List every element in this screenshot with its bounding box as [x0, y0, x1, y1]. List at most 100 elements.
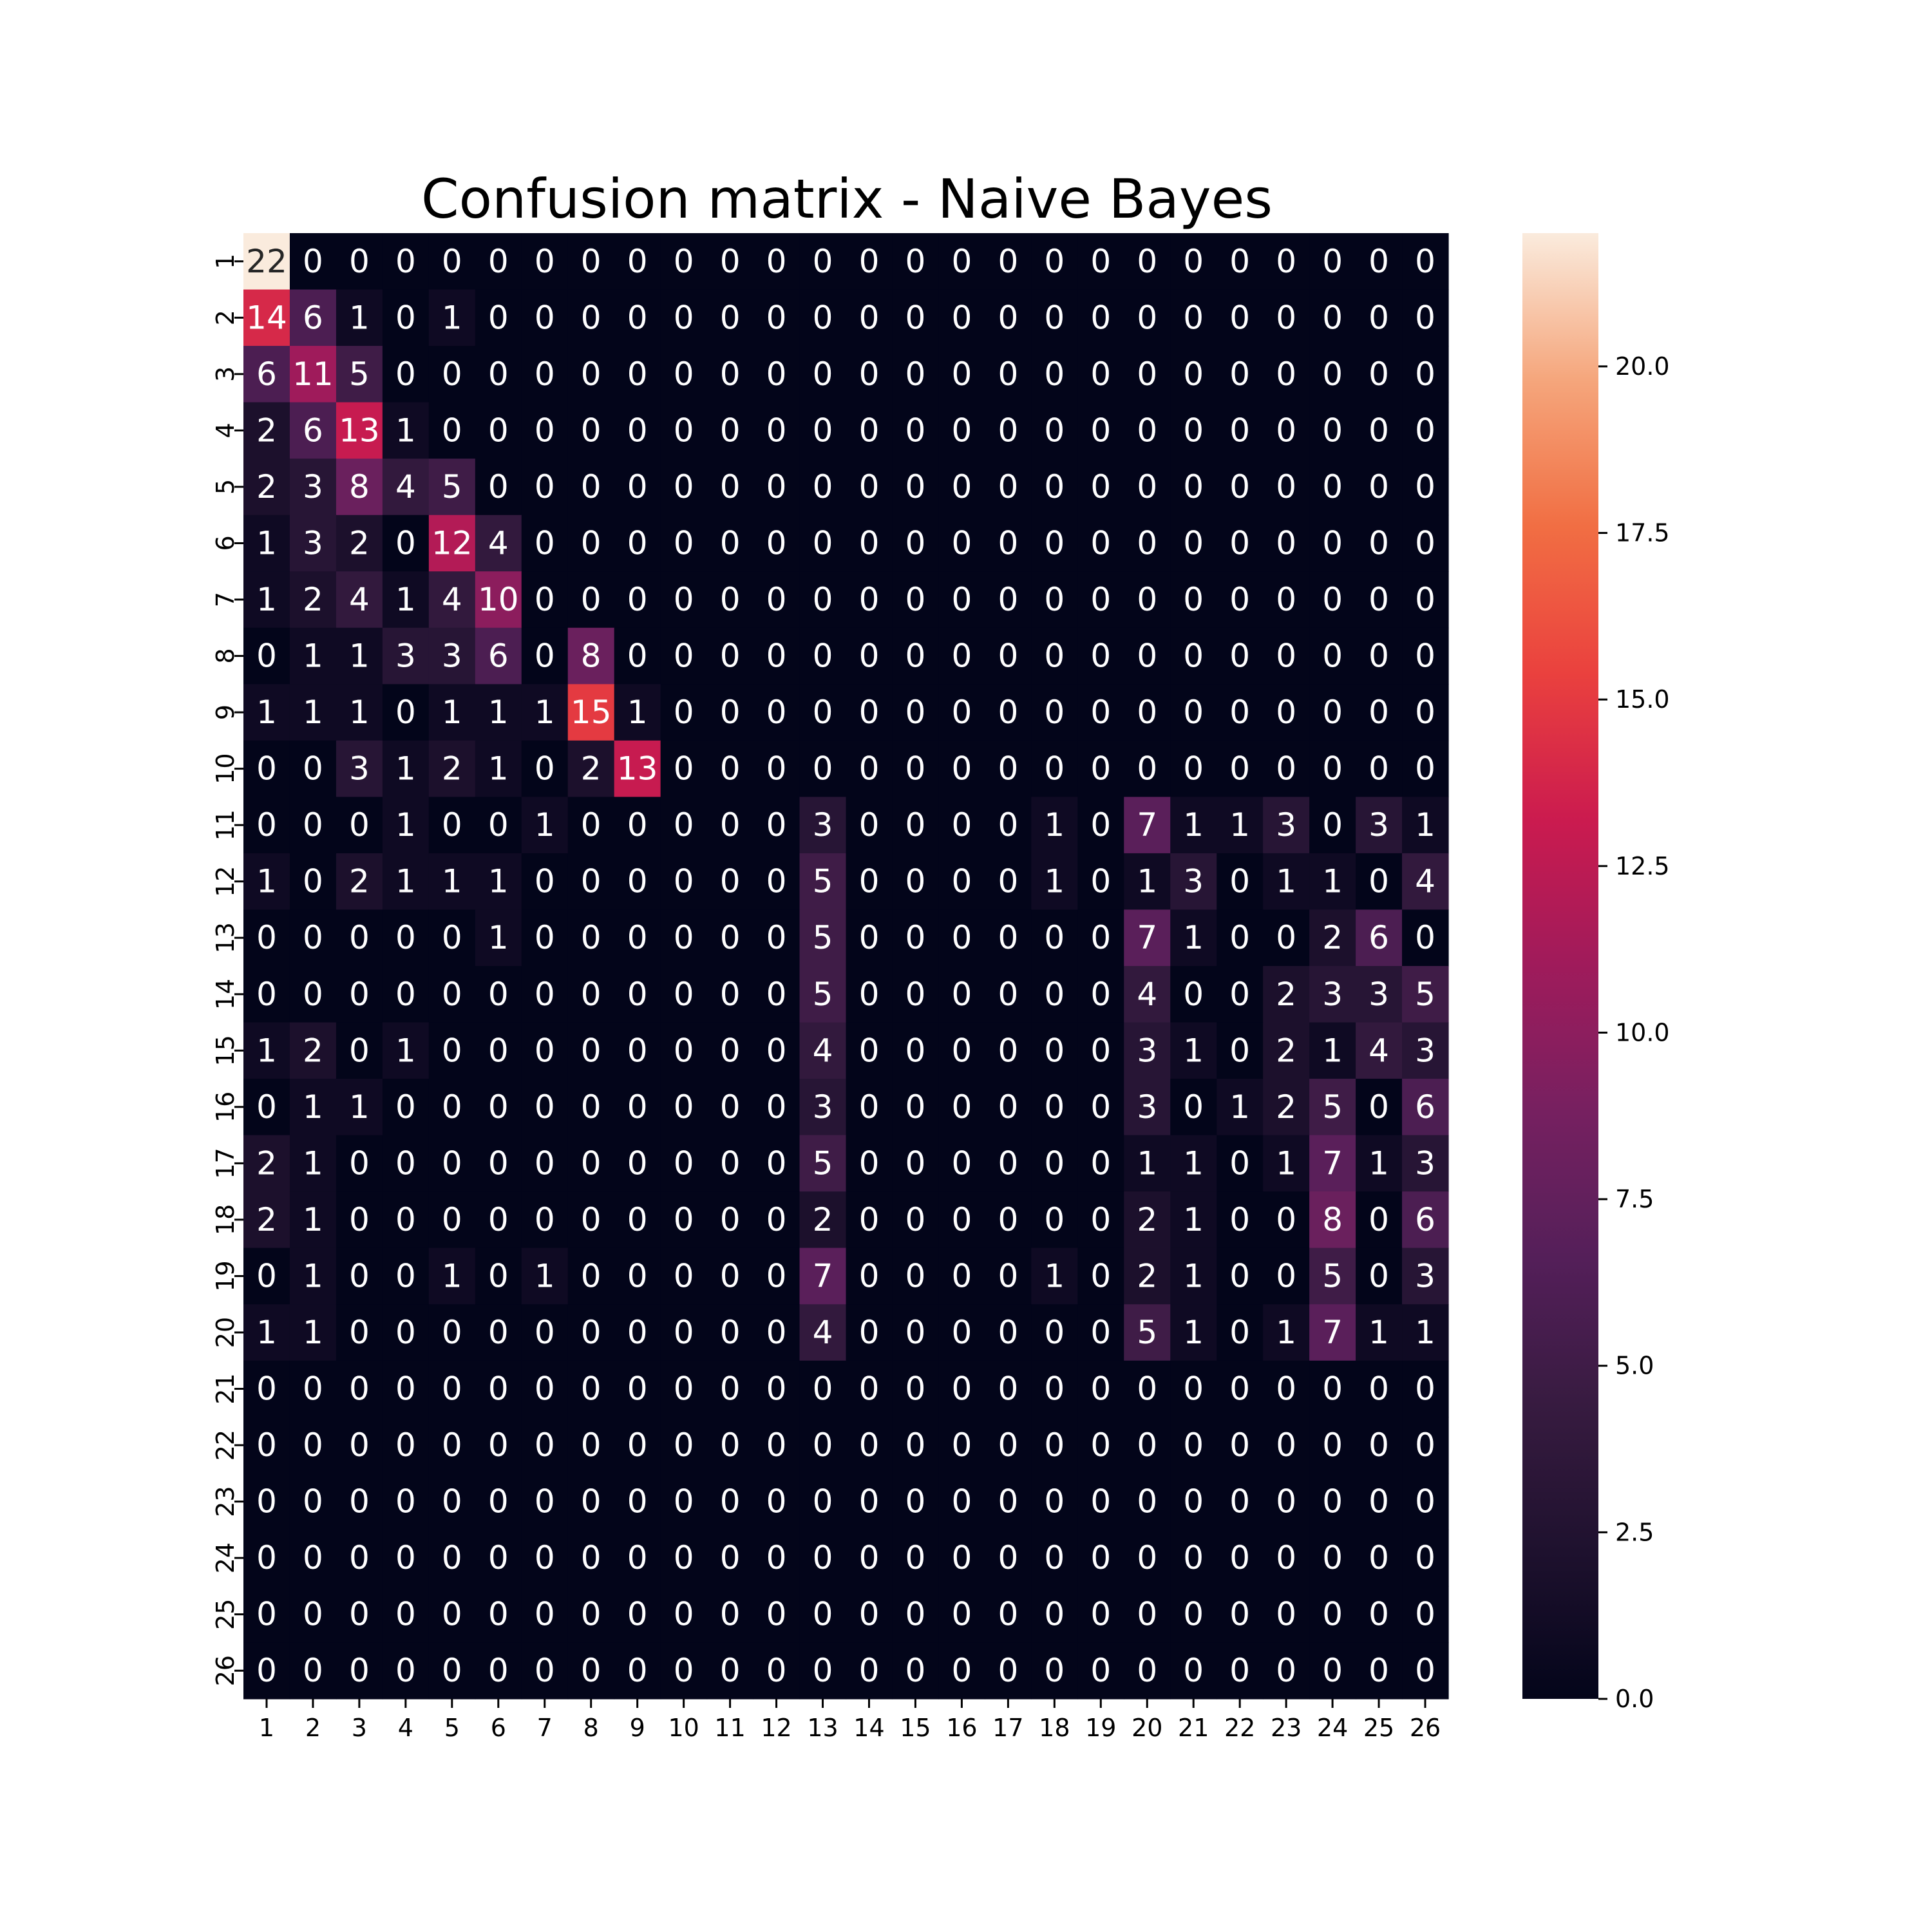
cell-value-label: 0	[1229, 524, 1250, 562]
cell-value-label: 0	[627, 299, 648, 336]
cell-value-label: 0	[442, 243, 462, 280]
cell-value-label: 0	[674, 750, 694, 788]
cell-value-label: 0	[813, 1652, 833, 1689]
cell-value-label: 1	[256, 1314, 277, 1351]
cell-value-label: 0	[581, 1257, 601, 1294]
x-tick-label: 7	[537, 1714, 553, 1742]
cell-value-label: 0	[905, 1596, 926, 1633]
cell-value-label: 0	[349, 1314, 370, 1351]
y-tick-label: 13	[211, 922, 240, 953]
cell-value-label: 0	[395, 1652, 416, 1689]
x-tick-label: 23	[1271, 1714, 1302, 1742]
cell-value-label: 0	[349, 1539, 370, 1577]
cell-value-label: 0	[766, 581, 787, 618]
cell-value-label: 0	[1322, 1652, 1343, 1689]
cell-value-label: 7	[1137, 919, 1157, 956]
cell-value-label: 0	[766, 1483, 787, 1520]
cell-value-label: 0	[535, 1652, 555, 1689]
y-tick-label: 3	[211, 366, 240, 382]
cell-value-label: 0	[1368, 1426, 1389, 1464]
cell-value-label: 3	[303, 468, 323, 506]
cell-value-label: 0	[488, 1314, 509, 1351]
cell-value-label: 0	[998, 1596, 1018, 1633]
cell-value-label: 0	[488, 976, 509, 1013]
cell-value-label: 3	[1415, 1144, 1435, 1182]
cell-value-label: 0	[488, 1144, 509, 1182]
cell-value-label: 4	[488, 524, 509, 562]
cell-value-label: 0	[720, 1257, 741, 1294]
cell-value-label: 0	[1229, 1483, 1250, 1520]
cell-value-label: 0	[1322, 638, 1343, 675]
cell-value-label: 0	[488, 1201, 509, 1238]
cell-value-label: 14	[246, 299, 287, 336]
cell-value-label: 4	[349, 581, 370, 618]
x-tick-label: 9	[630, 1714, 645, 1742]
cell-value-label: 1	[349, 299, 370, 336]
cell-value-label: 0	[1415, 1596, 1435, 1633]
cell-value-label: 0	[766, 1314, 787, 1351]
cell-value-label: 0	[1090, 243, 1111, 280]
cell-value-label: 2	[349, 863, 370, 900]
y-tick-label: 11	[211, 810, 240, 840]
cell-value-label: 0	[1368, 694, 1389, 731]
cell-value-label: 0	[1276, 1201, 1296, 1238]
cell-value-label: 0	[720, 581, 741, 618]
cell-value-label: 0	[905, 1370, 926, 1408]
cell-value-label: 0	[1276, 1370, 1296, 1408]
cell-value-label: 0	[1276, 412, 1296, 449]
cell-value-label: 0	[813, 1539, 833, 1577]
cell-value-label: 1	[442, 1257, 462, 1294]
cell-value-label: 0	[1415, 581, 1435, 618]
cell-value-label: 0	[951, 355, 972, 393]
cell-value-label: 0	[859, 1539, 880, 1577]
cell-value-label: 0	[1322, 355, 1343, 393]
cell-value-label: 0	[766, 863, 787, 900]
cell-value-label: 1	[303, 1257, 323, 1294]
cell-value-label: 0	[488, 1426, 509, 1464]
cell-value-label: 0	[905, 299, 926, 336]
cell-value-label: 0	[1276, 750, 1296, 788]
cell-value-label: 0	[442, 1032, 462, 1069]
cell-value-label: 0	[1183, 581, 1204, 618]
cell-value-label: 0	[766, 750, 787, 788]
cell-value-label: 0	[1368, 638, 1389, 675]
cell-value-label: 0	[1183, 243, 1204, 280]
cell-value-label: 0	[581, 919, 601, 956]
cell-value-label: 1	[1044, 1257, 1065, 1294]
cell-value-label: 0	[627, 1314, 648, 1351]
cell-value-label: 3	[1137, 1088, 1157, 1126]
cell-value-label: 0	[535, 412, 555, 449]
cell-value-label: 0	[998, 1032, 1018, 1069]
cell-value-label: 1	[488, 863, 509, 900]
cell-value-label: 3	[395, 638, 416, 675]
cell-value-label: 0	[349, 1483, 370, 1520]
cell-value-label: 0	[395, 524, 416, 562]
cell-value-label: 0	[627, 1032, 648, 1069]
cell-value-label: 0	[1090, 1539, 1111, 1577]
cell-value-label: 0	[859, 750, 880, 788]
cell-value-label: 0	[1090, 1426, 1111, 1464]
cell-value-label: 0	[998, 694, 1018, 731]
cell-value-label: 0	[674, 1596, 694, 1633]
cell-value-label: 0	[905, 1257, 926, 1294]
cell-value-label: 6	[256, 355, 277, 393]
cell-value-label: 0	[1415, 524, 1435, 562]
cell-value-label: 1	[303, 1088, 323, 1126]
cell-value-label: 0	[256, 806, 277, 844]
cell-value-label: 0	[998, 863, 1018, 900]
cell-value-label: 0	[998, 355, 1018, 393]
cell-value-label: 0	[998, 581, 1018, 618]
cell-value-label: 0	[1368, 1483, 1389, 1520]
cell-value-label: 0	[951, 1144, 972, 1182]
cell-value-label: 0	[859, 919, 880, 956]
cell-value-label: 0	[1183, 355, 1204, 393]
cell-value-label: 0	[1044, 919, 1065, 956]
cell-value-label: 4	[813, 1314, 833, 1351]
cell-value-label: 0	[581, 1596, 601, 1633]
cell-value-label: 0	[581, 1088, 601, 1126]
cell-value-label: 0	[303, 1370, 323, 1408]
cell-value-label: 0	[766, 524, 787, 562]
cell-value-label: 0	[349, 1257, 370, 1294]
cell-value-label: 1	[349, 1088, 370, 1126]
cell-value-label: 0	[998, 468, 1018, 506]
